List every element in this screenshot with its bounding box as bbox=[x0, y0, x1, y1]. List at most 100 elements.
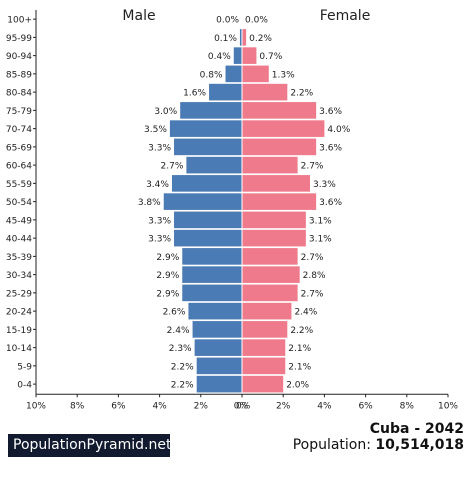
female-value-label: 3.6% bbox=[319, 198, 342, 208]
male-bar bbox=[169, 120, 242, 137]
x-tick-label: 10% bbox=[26, 401, 46, 411]
female-value-label: 1.3% bbox=[272, 70, 295, 80]
female-bar bbox=[242, 357, 286, 375]
female-bar bbox=[242, 29, 247, 46]
population-line: Population: 10,514,018 bbox=[293, 437, 464, 453]
male-value-label: 2.6% bbox=[163, 308, 186, 318]
x-tick-label: 2% bbox=[194, 401, 209, 411]
male-bar bbox=[196, 357, 242, 375]
male-value-label: 1.6% bbox=[183, 89, 206, 99]
female-bar bbox=[242, 321, 288, 338]
age-tick-label: 30-34 bbox=[6, 271, 32, 281]
male-value-label: 3.3% bbox=[148, 143, 171, 153]
female-bar bbox=[242, 193, 317, 210]
male-value-label: 2.2% bbox=[171, 362, 194, 372]
x-tick-label: 4% bbox=[317, 401, 332, 411]
female-value-label: 2.7% bbox=[301, 162, 324, 172]
female-bar bbox=[242, 138, 317, 156]
female-value-label: 0.7% bbox=[259, 52, 282, 62]
female-bar bbox=[242, 284, 298, 302]
female-header-label: Female bbox=[320, 8, 371, 24]
male-value-label: 2.9% bbox=[156, 253, 179, 263]
x-tick-label: 6% bbox=[358, 401, 373, 411]
male-value-label: 0.8% bbox=[200, 70, 223, 80]
male-header-label: Male bbox=[122, 8, 155, 24]
age-tick-label: 0-4 bbox=[17, 381, 32, 391]
female-value-label: 3.1% bbox=[309, 216, 332, 226]
female-value-label: 3.6% bbox=[319, 107, 342, 117]
male-bar bbox=[188, 302, 242, 320]
age-tick-label: 75-79 bbox=[6, 107, 32, 117]
x-tick-label: 10% bbox=[438, 401, 458, 411]
female-value-label: 4.0% bbox=[327, 125, 350, 135]
x-tick-label: 2% bbox=[276, 401, 291, 411]
age-tick-label: 70-74 bbox=[6, 125, 32, 135]
female-bar bbox=[242, 175, 310, 192]
population-value: 10,514,018 bbox=[375, 437, 464, 453]
female-value-label: 2.7% bbox=[301, 289, 324, 299]
male-bar bbox=[233, 47, 242, 64]
male-bar bbox=[196, 375, 242, 393]
female-bar bbox=[242, 102, 317, 119]
age-tick-label: 25-29 bbox=[6, 289, 32, 299]
male-value-label: 2.9% bbox=[156, 289, 179, 299]
population-label: Population: bbox=[292, 437, 371, 453]
female-value-label: 2.7% bbox=[301, 253, 324, 263]
female-bar bbox=[242, 339, 286, 356]
male-bar bbox=[163, 193, 242, 210]
female-bar bbox=[242, 302, 292, 320]
age-tick-label: 95-99 bbox=[6, 34, 32, 44]
female-value-label: 2.4% bbox=[294, 308, 317, 318]
male-bar bbox=[180, 102, 242, 119]
age-tick-label: 20-24 bbox=[6, 308, 32, 318]
male-value-label: 0.0% bbox=[216, 16, 239, 26]
age-tick-label: 85-89 bbox=[6, 70, 32, 80]
country-year-title: Cuba - 2042 bbox=[369, 421, 464, 437]
male-value-label: 2.3% bbox=[169, 344, 192, 354]
age-tick-label: 10-14 bbox=[6, 344, 32, 354]
female-bar bbox=[242, 229, 306, 247]
age-tick-label: 40-44 bbox=[6, 235, 32, 245]
male-value-label: 2.9% bbox=[156, 271, 179, 281]
female-value-label: 2.1% bbox=[288, 344, 311, 354]
brand-logo[interactable]: PopulationPyramid.net bbox=[8, 434, 171, 457]
female-bar bbox=[242, 211, 306, 229]
male-bar bbox=[174, 138, 242, 156]
male-value-label: 3.5% bbox=[144, 125, 167, 135]
age-tick-label: 80-84 bbox=[6, 89, 32, 99]
female-value-label: 2.0% bbox=[286, 381, 309, 391]
male-bar bbox=[174, 229, 242, 247]
male-bar bbox=[209, 83, 242, 101]
male-value-label: 2.2% bbox=[171, 381, 194, 391]
male-value-label: 0.1% bbox=[214, 34, 237, 44]
female-value-label: 2.8% bbox=[303, 271, 326, 281]
male-bar bbox=[182, 248, 242, 265]
age-tick-label: 45-49 bbox=[6, 216, 32, 226]
age-tick-label: 15-19 bbox=[6, 326, 32, 336]
female-bar bbox=[242, 47, 257, 64]
female-value-label: 3.6% bbox=[319, 143, 342, 153]
x-tick-label: 8% bbox=[400, 401, 415, 411]
female-value-label: 0.0% bbox=[245, 16, 268, 26]
age-tick-label: 55-59 bbox=[6, 180, 32, 190]
male-bar bbox=[171, 175, 242, 192]
male-bar bbox=[192, 321, 242, 338]
age-tick-label: 65-69 bbox=[6, 143, 32, 153]
female-value-label: 3.1% bbox=[309, 235, 332, 245]
male-bar bbox=[186, 156, 242, 174]
male-value-label: 3.0% bbox=[154, 107, 177, 117]
x-tick-label: 0% bbox=[234, 401, 249, 411]
x-tick-label: 8% bbox=[70, 401, 85, 411]
male-value-label: 3.8% bbox=[138, 198, 161, 208]
female-bar bbox=[242, 375, 284, 393]
female-bar bbox=[242, 120, 325, 137]
female-bar bbox=[242, 248, 298, 265]
male-bar bbox=[225, 65, 242, 83]
male-value-label: 2.7% bbox=[161, 162, 184, 172]
age-tick-label: 90-94 bbox=[6, 52, 32, 62]
male-value-label: 3.3% bbox=[148, 216, 171, 226]
x-tick-label: 6% bbox=[111, 401, 126, 411]
x-tick-label: 4% bbox=[152, 401, 167, 411]
x-tick-label: 0% bbox=[236, 401, 251, 411]
female-value-label: 0.2% bbox=[249, 34, 272, 44]
